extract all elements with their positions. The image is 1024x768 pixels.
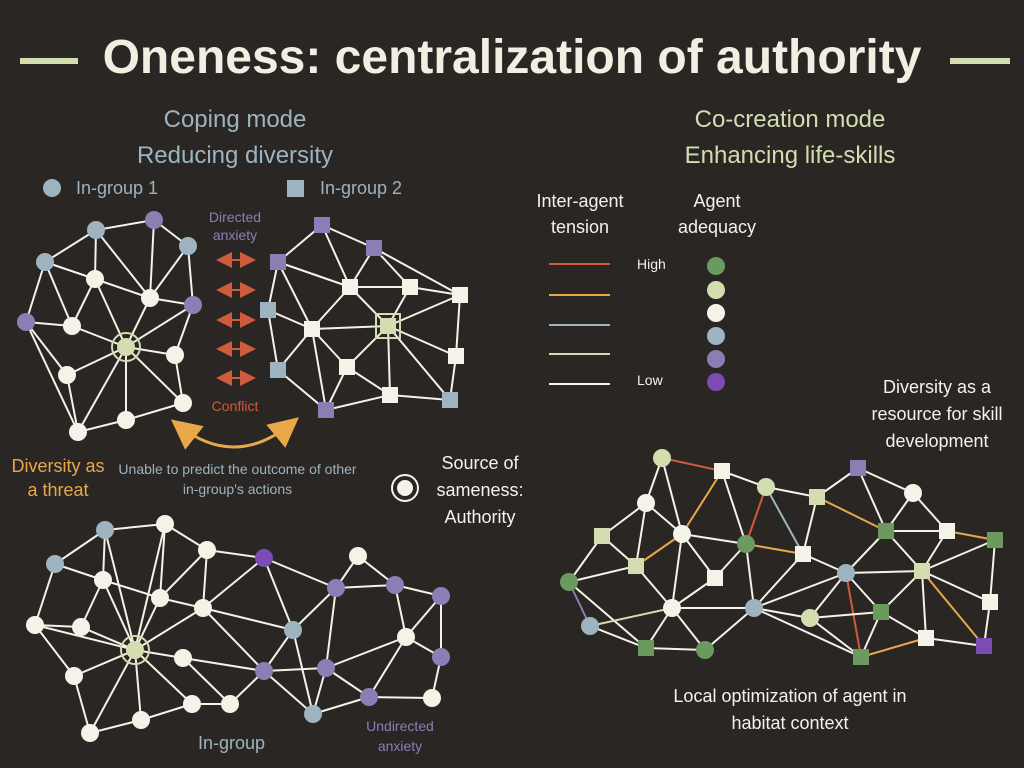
authority-symbol-icon	[391, 474, 419, 502]
legend-circle-icon	[43, 179, 61, 197]
conflict-label: Conflict	[211, 398, 259, 414]
nodes-ingroup1	[17, 211, 202, 441]
coping-mode-header: Coping mode Reducing diversity	[136, 106, 334, 169]
network-ingroup2	[267, 224, 461, 411]
co-creation-header: Co-creation mode Enhancing life-skills	[684, 106, 896, 169]
title-rule-left	[20, 58, 78, 64]
nodes-cocreation	[560, 449, 1003, 665]
orange-curve-arrow	[170, 417, 299, 450]
tension-label: Inter-agent tension	[536, 191, 624, 237]
title-rule-right	[950, 58, 1010, 64]
directed-anxiety-label: Directed anxiety	[208, 209, 262, 243]
diversity-resource-label: Diversity as a resource for skill develo…	[871, 377, 1003, 451]
diversity-threat-label: Diversity as a threat	[11, 456, 105, 500]
nodes-ingroup2	[260, 217, 468, 418]
unable-predict-label: Unable to predict the outcome of other i…	[118, 461, 357, 497]
high-label: High	[637, 256, 666, 272]
adequacy-legend	[707, 257, 725, 391]
nodes-ingroup-merged	[26, 515, 450, 742]
adequacy-label: Agent adequacy	[677, 191, 757, 237]
network-cocreation	[568, 457, 996, 658]
conflict-arrows	[216, 252, 256, 386]
network-ingroup1	[25, 219, 194, 433]
low-label: Low	[637, 372, 663, 388]
legend-ingroup2-label: In-group 2	[320, 178, 403, 198]
legend-square-icon	[287, 180, 304, 197]
local-optimization-label: Local optimization of agent in habitat c…	[673, 686, 907, 733]
in-group-label: In-group	[198, 733, 266, 753]
legend-ingroup1-label: In-group 1	[76, 178, 159, 198]
page-title: Oneness: centralization of authority	[102, 31, 922, 84]
source-sameness-label: Source of sameness: Authority	[436, 453, 524, 527]
undirected-anxiety-label: Undirected anxiety	[366, 718, 434, 754]
tension-legend	[549, 263, 610, 385]
